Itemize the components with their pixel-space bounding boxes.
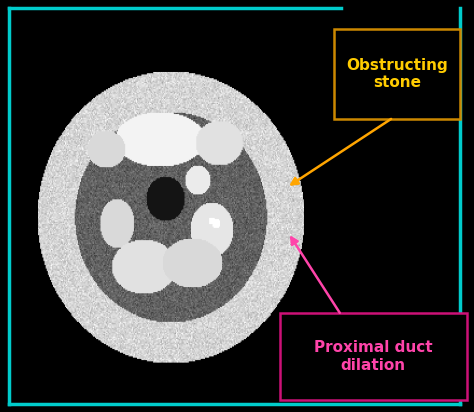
FancyBboxPatch shape	[280, 313, 467, 400]
Text: Proximal duct
dilation: Proximal duct dilation	[314, 340, 433, 372]
Text: Obstructing
stone: Obstructing stone	[346, 58, 448, 90]
FancyBboxPatch shape	[334, 29, 460, 119]
